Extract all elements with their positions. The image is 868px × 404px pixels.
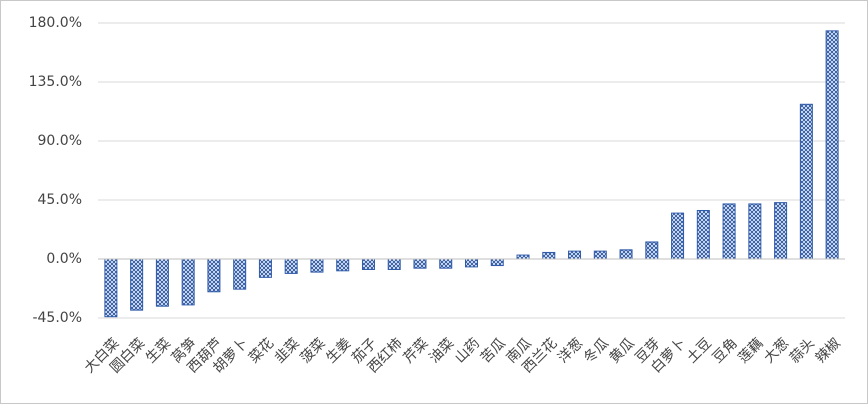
- bar: [233, 258, 247, 290]
- y-tick-label: 180.0%: [29, 15, 82, 31]
- bar: [722, 203, 736, 260]
- bar: [542, 251, 556, 260]
- bar: [671, 212, 685, 260]
- bar: [181, 258, 195, 306]
- y-tick-label: 45.0%: [38, 192, 82, 208]
- bar: [258, 258, 272, 278]
- y-tick-label: -45.0%: [32, 310, 82, 326]
- bar: [284, 258, 298, 274]
- bar: [465, 258, 478, 268]
- bar: [696, 209, 710, 260]
- y-tick-label: 135.0%: [29, 74, 82, 90]
- bar: [439, 258, 453, 269]
- bar: [336, 258, 350, 272]
- bar: [774, 202, 788, 260]
- bar: [207, 258, 221, 293]
- bar: [593, 250, 607, 260]
- bar: [516, 254, 530, 260]
- bar: [413, 258, 427, 269]
- bar: [155, 258, 169, 307]
- bar: [387, 258, 401, 270]
- bar: [568, 250, 582, 260]
- bar: [130, 258, 144, 311]
- bar: [619, 249, 633, 260]
- y-tick-label: 0.0%: [46, 251, 82, 267]
- bar: [361, 258, 375, 270]
- bar: [490, 258, 504, 267]
- bar: [748, 203, 762, 260]
- bar: [104, 258, 118, 318]
- bar: [799, 103, 813, 260]
- bar: [645, 241, 659, 260]
- y-tick-label: 90.0%: [38, 133, 82, 149]
- bar: [825, 30, 839, 260]
- bar: [310, 258, 324, 273]
